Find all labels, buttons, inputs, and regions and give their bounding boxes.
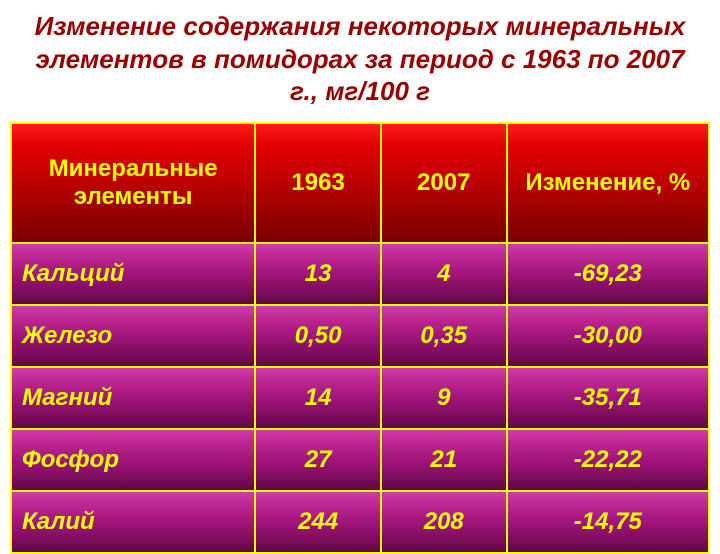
header-2007: 2007 xyxy=(381,123,507,243)
cell-2007: 21 xyxy=(381,429,507,491)
cell-label: Магний xyxy=(11,367,255,429)
mineral-table: Минеральные элементы 1963 2007 Изменение… xyxy=(10,122,710,554)
cell-label: Калий xyxy=(11,491,255,553)
cell-change: -30,00 xyxy=(507,305,709,367)
table-row: Калий 244 208 -14,75 xyxy=(11,491,709,553)
cell-1963: 14 xyxy=(255,367,381,429)
table-row: Магний 14 9 -35,71 xyxy=(11,367,709,429)
cell-change: -22,22 xyxy=(507,429,709,491)
header-1963: 1963 xyxy=(255,123,381,243)
header-change: Изменение, % xyxy=(507,123,709,243)
cell-2007: 9 xyxy=(381,367,507,429)
table-body: Кальций 13 4 -69,23 Железо 0,50 0,35 -30… xyxy=(11,243,709,553)
header-element: Минеральные элементы xyxy=(11,123,255,243)
cell-label: Фосфор xyxy=(11,429,255,491)
page-title: Изменение содержания некоторых минеральн… xyxy=(0,0,720,122)
table-row: Фосфор 27 21 -22,22 xyxy=(11,429,709,491)
table-row: Железо 0,50 0,35 -30,00 xyxy=(11,305,709,367)
cell-2007: 208 xyxy=(381,491,507,553)
table-header-row: Минеральные элементы 1963 2007 Изменение… xyxy=(11,123,709,243)
cell-change: -35,71 xyxy=(507,367,709,429)
cell-1963: 0,50 xyxy=(255,305,381,367)
cell-1963: 244 xyxy=(255,491,381,553)
table-row: Кальций 13 4 -69,23 xyxy=(11,243,709,305)
cell-label: Кальций xyxy=(11,243,255,305)
cell-2007: 0,35 xyxy=(381,305,507,367)
cell-change: -14,75 xyxy=(507,491,709,553)
cell-label: Железо xyxy=(11,305,255,367)
cell-1963: 27 xyxy=(255,429,381,491)
cell-change: -69,23 xyxy=(507,243,709,305)
cell-1963: 13 xyxy=(255,243,381,305)
cell-2007: 4 xyxy=(381,243,507,305)
